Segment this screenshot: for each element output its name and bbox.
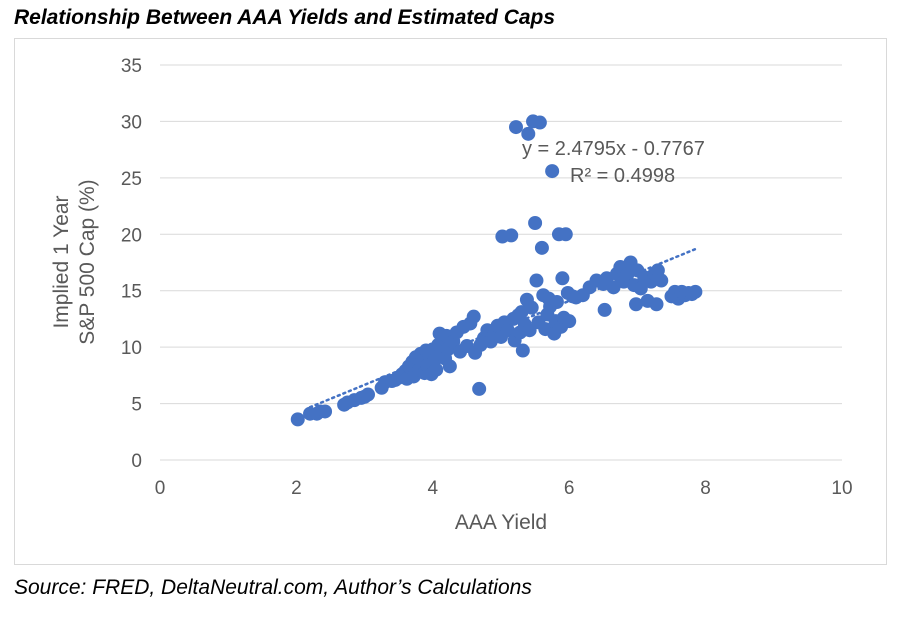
y-tick-label: 0 [131, 451, 142, 472]
trendline-equation: y = 2.4795x - 0.7767 [522, 138, 705, 160]
y-tick-label: 10 [121, 338, 142, 359]
data-point [532, 115, 547, 130]
data-point [429, 362, 444, 377]
data-point [654, 273, 669, 288]
data-point [597, 302, 612, 317]
data-point [649, 297, 664, 312]
data-point [545, 164, 560, 179]
x-tick-label: 4 [428, 478, 439, 499]
figure-source: Source: FRED, DeltaNeutral.com, Author’s… [14, 576, 532, 599]
y-tick-label: 20 [121, 225, 142, 246]
trendline-r-squared: R² = 0.4998 [570, 165, 675, 187]
data-point [562, 314, 577, 329]
y-axis-label-line2: S&P 500 Cap (%) [76, 179, 99, 344]
gridlines [160, 64, 842, 461]
x-tick-label: 2 [291, 478, 302, 499]
data-point [442, 359, 457, 374]
y-tick-label: 15 [121, 282, 142, 303]
data-points [290, 114, 703, 427]
y-axis-label-line1: Implied 1 Year [50, 195, 73, 328]
x-tick-label: 6 [564, 478, 575, 499]
x-tick-label: 10 [831, 478, 852, 499]
tick-labels: 0 5 10 15 20 25 30 35 0 2 4 6 8 10 [121, 56, 853, 499]
data-point [688, 284, 703, 299]
data-point [504, 228, 519, 243]
x-axis-label: AAA Yield [455, 511, 547, 534]
chart-frame [14, 38, 887, 565]
data-point [558, 227, 573, 242]
data-point [515, 343, 530, 358]
y-tick-label: 25 [121, 169, 142, 190]
figure-title: Relationship Between AAA Yields and Esti… [14, 6, 556, 29]
data-point [555, 271, 570, 286]
data-point [318, 404, 333, 419]
data-point [472, 381, 487, 396]
y-tick-label: 5 [131, 395, 142, 416]
y-tick-label: 30 [121, 112, 142, 133]
data-point [629, 297, 644, 312]
data-point [290, 412, 305, 427]
y-tick-label: 35 [121, 56, 142, 77]
data-point [633, 281, 648, 296]
data-point [361, 387, 376, 402]
data-point [466, 309, 481, 324]
x-tick-label: 8 [700, 478, 711, 499]
data-point [521, 126, 536, 141]
x-tick-label: 0 [155, 478, 166, 499]
data-point [524, 300, 539, 315]
data-point [549, 295, 564, 309]
data-point [534, 240, 549, 255]
data-point [509, 120, 524, 135]
data-point [500, 323, 515, 338]
data-point [529, 273, 544, 288]
data-point [606, 280, 621, 295]
data-point [528, 216, 543, 230]
